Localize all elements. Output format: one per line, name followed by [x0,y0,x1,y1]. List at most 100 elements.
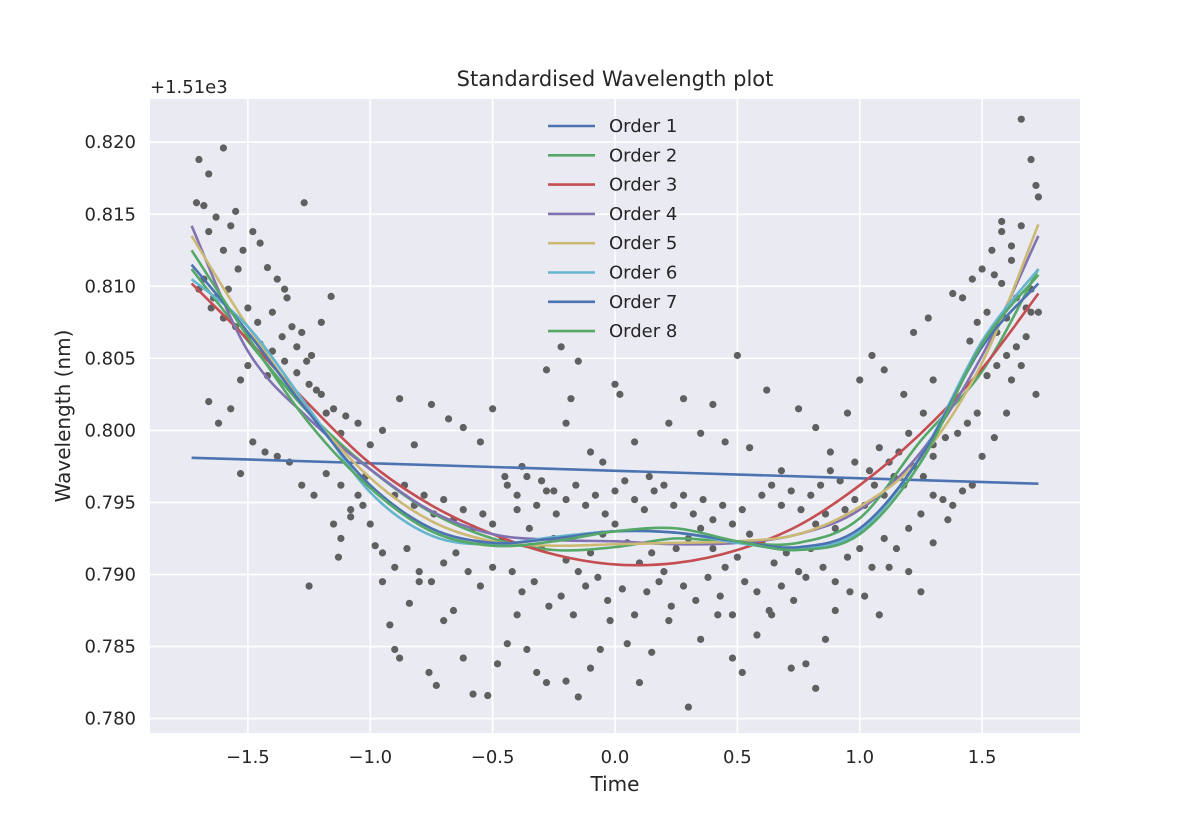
scatter-point [684,703,693,711]
y-tick-label: 0.805 [84,348,136,369]
y-tick-label: 0.785 [84,637,136,658]
scatter-point [312,386,321,394]
legend-label: Order 8 [609,321,677,342]
scatter-point [1007,242,1016,250]
scatter-point [746,444,754,452]
scatter-point [599,458,607,466]
scatter-point [347,506,355,514]
scatter-point [868,351,876,360]
scatter-point [728,611,737,619]
scatter-point [753,631,761,639]
scatter-point [396,654,404,662]
scatter-point [812,520,820,528]
scatter-point [533,668,541,677]
scatter-point [596,645,604,654]
scatter-point [679,582,688,590]
scatter-point [1017,222,1025,230]
scatter-point [378,426,387,435]
scatter-point [611,520,619,528]
scatter-point [574,568,582,576]
scatter-point [396,395,404,403]
scatter-point [212,213,220,221]
scatter-point [885,563,893,571]
scatter-point [880,366,888,374]
scatter-point [503,640,511,648]
scatter-point [530,578,538,586]
scatter-point [317,390,325,398]
scatter-point [425,668,433,677]
scatter-point [545,602,553,610]
scatter-point [525,524,533,532]
scatter-point [709,400,717,409]
scatter-point [1022,333,1030,341]
scatter-point [327,292,335,301]
y-tick-label: 0.800 [84,420,136,441]
scatter-point [826,467,834,475]
scatter-point [630,495,639,504]
scatter-point [378,578,387,586]
y-tick-label: 0.790 [84,565,136,586]
scatter-point [415,568,423,576]
scatter-point [542,366,551,374]
scatter-point [640,506,648,514]
scatter-point [293,369,301,377]
scatter-point [787,487,795,495]
scatter-point [604,596,612,605]
scatter-point [192,199,201,207]
scatter-point [812,423,820,432]
scatter-point [892,544,901,553]
scatter-point [623,640,631,648]
scatter-point [856,376,864,384]
legend-label: Order 3 [609,175,677,196]
scatter-point [868,563,876,571]
scatter-point [489,405,497,413]
scatter-point [523,645,531,654]
scatter-point [966,337,974,345]
scatter-point [949,501,957,509]
scatter-point [643,588,651,596]
scatter-point [440,495,448,504]
scatter-point [503,481,511,489]
fit-lines [190,223,1040,567]
scatter-point [924,314,932,322]
scatter-point [278,333,286,341]
scatter-point [797,506,805,514]
scatter-point [552,510,560,518]
chart-title: Standardised Wavelength plot [457,67,774,91]
scatter-point [954,429,962,437]
scatter-point [721,438,729,446]
scatter-point [998,227,1006,236]
scatter-point [944,516,952,524]
scatter-point [635,678,644,687]
x-tick-label: 0.0 [601,747,630,768]
scatter-point [493,660,502,668]
series-line-order-4 [190,225,1040,546]
y-axis-label: Wavelength (nm) [51,330,75,503]
series-line-order-8 [190,249,1040,552]
scatter-point [978,265,986,273]
x-tick-labels: −1.5 −1.0 −0.5 0.0 0.5 1.0 1.5 [226,747,996,768]
scatter-point [569,611,577,619]
scatter-point [427,578,436,586]
scatter-point [1017,115,1025,123]
legend-label: Order 6 [609,263,677,284]
scatter-point [322,470,330,478]
scatter-point [917,588,925,596]
scatter-point [949,289,957,298]
scatter-point [941,434,949,442]
scatter-point [572,481,580,489]
scatter-point [533,501,541,509]
x-axis-label: Time [590,772,640,796]
scatter-point [861,592,869,600]
scatter-point [567,395,575,403]
scatter-point [905,568,913,576]
scatter-point [728,654,737,662]
scatter-point [444,415,453,423]
scatter-point [660,481,668,489]
scatter-point [816,481,825,489]
scatter-point [846,588,854,596]
scatter-point [875,444,883,452]
scatter-point [236,470,245,478]
scatter-point [293,343,301,351]
scatter-point [765,606,773,615]
